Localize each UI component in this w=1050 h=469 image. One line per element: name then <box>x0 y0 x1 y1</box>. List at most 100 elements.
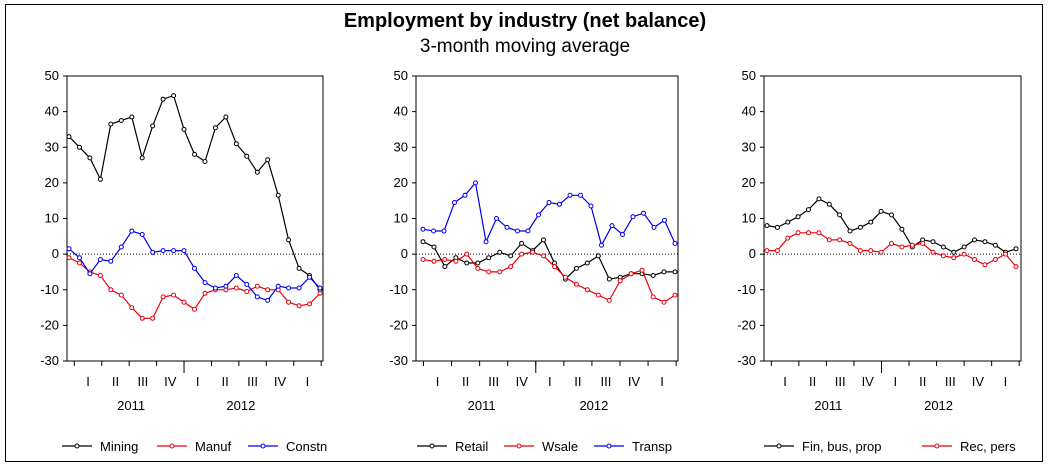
legend-marker <box>74 443 80 449</box>
quarter-label: III <box>488 374 499 389</box>
data-point <box>662 217 667 223</box>
data-point <box>307 274 312 280</box>
year-label: 2012 <box>226 398 255 413</box>
y-tick-label: -30 <box>40 353 59 368</box>
data-point <box>661 269 667 275</box>
data-point <box>486 255 492 261</box>
y-tick-label: 20 <box>394 175 408 190</box>
data-point <box>431 228 436 234</box>
y-tick-label: -20 <box>737 317 756 332</box>
data-point <box>475 260 481 266</box>
data-point <box>160 248 166 254</box>
year-label: 2011 <box>814 398 842 413</box>
series-line-retail <box>422 238 675 281</box>
data-point <box>442 257 448 262</box>
quarter-label: I <box>548 374 552 389</box>
data-point <box>552 264 557 270</box>
legend-marker <box>516 443 522 449</box>
data-point <box>286 237 292 243</box>
data-point <box>223 114 229 120</box>
chart-title: Employment by industry (net balance) <box>343 10 707 32</box>
panel-1 <box>62 75 324 449</box>
data-point <box>595 292 601 298</box>
data-point <box>595 253 601 259</box>
quarter-label: IV <box>164 374 177 389</box>
quarter-label: II <box>574 374 581 389</box>
data-point <box>275 283 281 289</box>
data-point <box>599 242 604 248</box>
data-point <box>628 271 634 277</box>
data-point <box>847 240 853 246</box>
quarter-label: I <box>893 374 897 389</box>
quarter-label: I <box>660 374 664 389</box>
y-tick-label: 50 <box>45 68 59 83</box>
legend-marker <box>429 443 435 449</box>
legend-label: Constn <box>286 439 327 454</box>
data-point <box>171 248 177 254</box>
data-point <box>87 271 93 277</box>
legend-label: Mining <box>100 439 138 454</box>
data-point <box>192 151 197 157</box>
year-label: 2011 <box>468 398 496 413</box>
quarter-label: II <box>222 374 229 389</box>
data-point <box>609 223 615 229</box>
data-point <box>951 255 957 261</box>
data-point <box>139 315 145 321</box>
data-point <box>515 228 520 234</box>
data-point <box>139 155 145 161</box>
y-tick-label: 40 <box>742 104 756 119</box>
quarter-label: I <box>436 374 440 389</box>
data-point <box>573 281 579 287</box>
year-label: 2011 <box>117 398 145 413</box>
series-line-rec-pers <box>767 232 1017 267</box>
data-point <box>118 292 124 298</box>
data-point <box>899 244 905 250</box>
data-point <box>857 248 863 254</box>
y-tick-label: -10 <box>737 282 756 297</box>
data-point <box>244 153 250 159</box>
data-point <box>171 93 177 99</box>
data-point <box>420 239 426 245</box>
y-tick-label: 50 <box>742 68 756 83</box>
data-point <box>847 228 853 234</box>
data-point <box>630 214 636 220</box>
data-point <box>764 248 770 254</box>
data-point <box>541 253 546 259</box>
data-point <box>606 276 612 282</box>
legend-label: Rec, pers <box>960 439 1016 454</box>
data-point <box>150 249 156 255</box>
y-tick-label: -20 <box>40 317 59 332</box>
data-point <box>504 224 510 230</box>
y-tick-label: 20 <box>45 175 59 190</box>
data-point <box>475 265 481 271</box>
legend-marker <box>606 443 612 449</box>
data-point <box>951 249 957 255</box>
y-tick-label: 30 <box>394 139 408 154</box>
quarter-label: IV <box>516 374 529 389</box>
data-point <box>525 228 531 234</box>
data-point <box>66 246 72 252</box>
data-point <box>464 251 470 257</box>
data-point <box>420 257 426 262</box>
y-tick-label: 40 <box>45 104 59 119</box>
data-point <box>972 257 977 262</box>
data-point <box>930 249 936 255</box>
data-point <box>192 306 197 312</box>
data-point <box>97 273 103 278</box>
data-point <box>254 169 260 175</box>
data-point <box>650 294 656 300</box>
data-point <box>795 230 801 236</box>
data-point <box>961 244 967 250</box>
data-point <box>785 219 791 225</box>
data-point <box>617 278 623 284</box>
y-tick-label: -10 <box>389 282 408 297</box>
data-point <box>508 253 514 259</box>
data-point <box>930 239 936 245</box>
data-point <box>108 121 114 127</box>
quarter-label: III <box>945 374 956 389</box>
quarter-label: IV <box>862 374 875 389</box>
legend-label: Retail <box>455 439 488 454</box>
data-point <box>1013 246 1019 252</box>
data-point <box>837 212 843 218</box>
data-point <box>462 192 468 198</box>
